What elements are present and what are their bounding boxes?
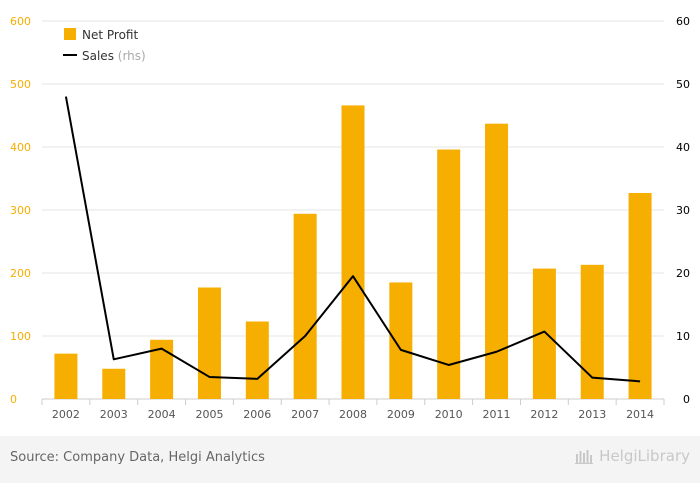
combo-chart: 0 100 200 300 400 500 600 0 10 20 30 40 50 60 2002 2003… (10, 15, 690, 421)
bar-net-profit (150, 339, 174, 399)
legend-label-net-profit: Net Profit (82, 28, 138, 42)
x-tick-label: 2014 (626, 408, 654, 421)
left-tick-label: 300 (10, 204, 31, 217)
left-tick-label: 0 (10, 393, 17, 406)
bar-net-profit (293, 213, 317, 399)
bar-net-profit (580, 264, 604, 399)
x-tick-label: 2006 (243, 408, 271, 421)
right-tick-label: 40 (676, 141, 690, 154)
line-sales (64, 96, 641, 383)
bar-net-profit (628, 192, 652, 399)
right-tick-label: 10 (676, 330, 690, 343)
legend-label-sales: Sales (rhs) (82, 49, 146, 63)
right-tick-label: 60 (676, 15, 690, 28)
bar-net-profit (532, 268, 556, 399)
right-tick-label: 50 (676, 78, 690, 91)
brand-mark: HelgiLibrary (575, 447, 690, 465)
bar-net-profit (389, 282, 413, 399)
x-tick-label: 2005 (195, 408, 223, 421)
library-logo-icon (575, 450, 594, 464)
x-tick-label: 2002 (52, 408, 80, 421)
right-tick-label: 0 (683, 393, 690, 406)
left-tick-label: 100 (10, 330, 31, 343)
right-tick-label: 20 (676, 267, 690, 280)
x-tick-label: 2013 (578, 408, 606, 421)
legend-swatch-net-profit (64, 28, 76, 40)
bar-net-profit (437, 149, 461, 399)
x-tick-label: 2008 (339, 408, 367, 421)
bar-net-profit (102, 368, 126, 399)
x-tick-label: 2011 (483, 408, 511, 421)
left-tick-label: 200 (10, 267, 31, 280)
bar-net-profit (54, 353, 78, 399)
x-tick-label: 2009 (387, 408, 415, 421)
x-tick-label: 2003 (100, 408, 128, 421)
x-tick-label: 2012 (530, 408, 558, 421)
x-tick-label: 2004 (148, 408, 176, 421)
left-tick-label: 600 (10, 15, 31, 28)
left-tick-label: 400 (10, 141, 31, 154)
bar-net-profit (245, 321, 269, 399)
x-tick-label: 2010 (435, 408, 463, 421)
source-note: Source: Company Data, Helgi Analytics (10, 450, 265, 465)
bar-net-profit (485, 123, 509, 399)
brand-name: HelgiLibrary (599, 447, 690, 465)
bar-net-profit (197, 287, 221, 399)
legend-rhs-note: (rhs) (118, 49, 146, 63)
right-tick-label: 30 (676, 204, 690, 217)
left-tick-label: 500 (10, 78, 31, 91)
bar-net-profit (341, 105, 365, 400)
x-tick-label: 2007 (291, 408, 319, 421)
